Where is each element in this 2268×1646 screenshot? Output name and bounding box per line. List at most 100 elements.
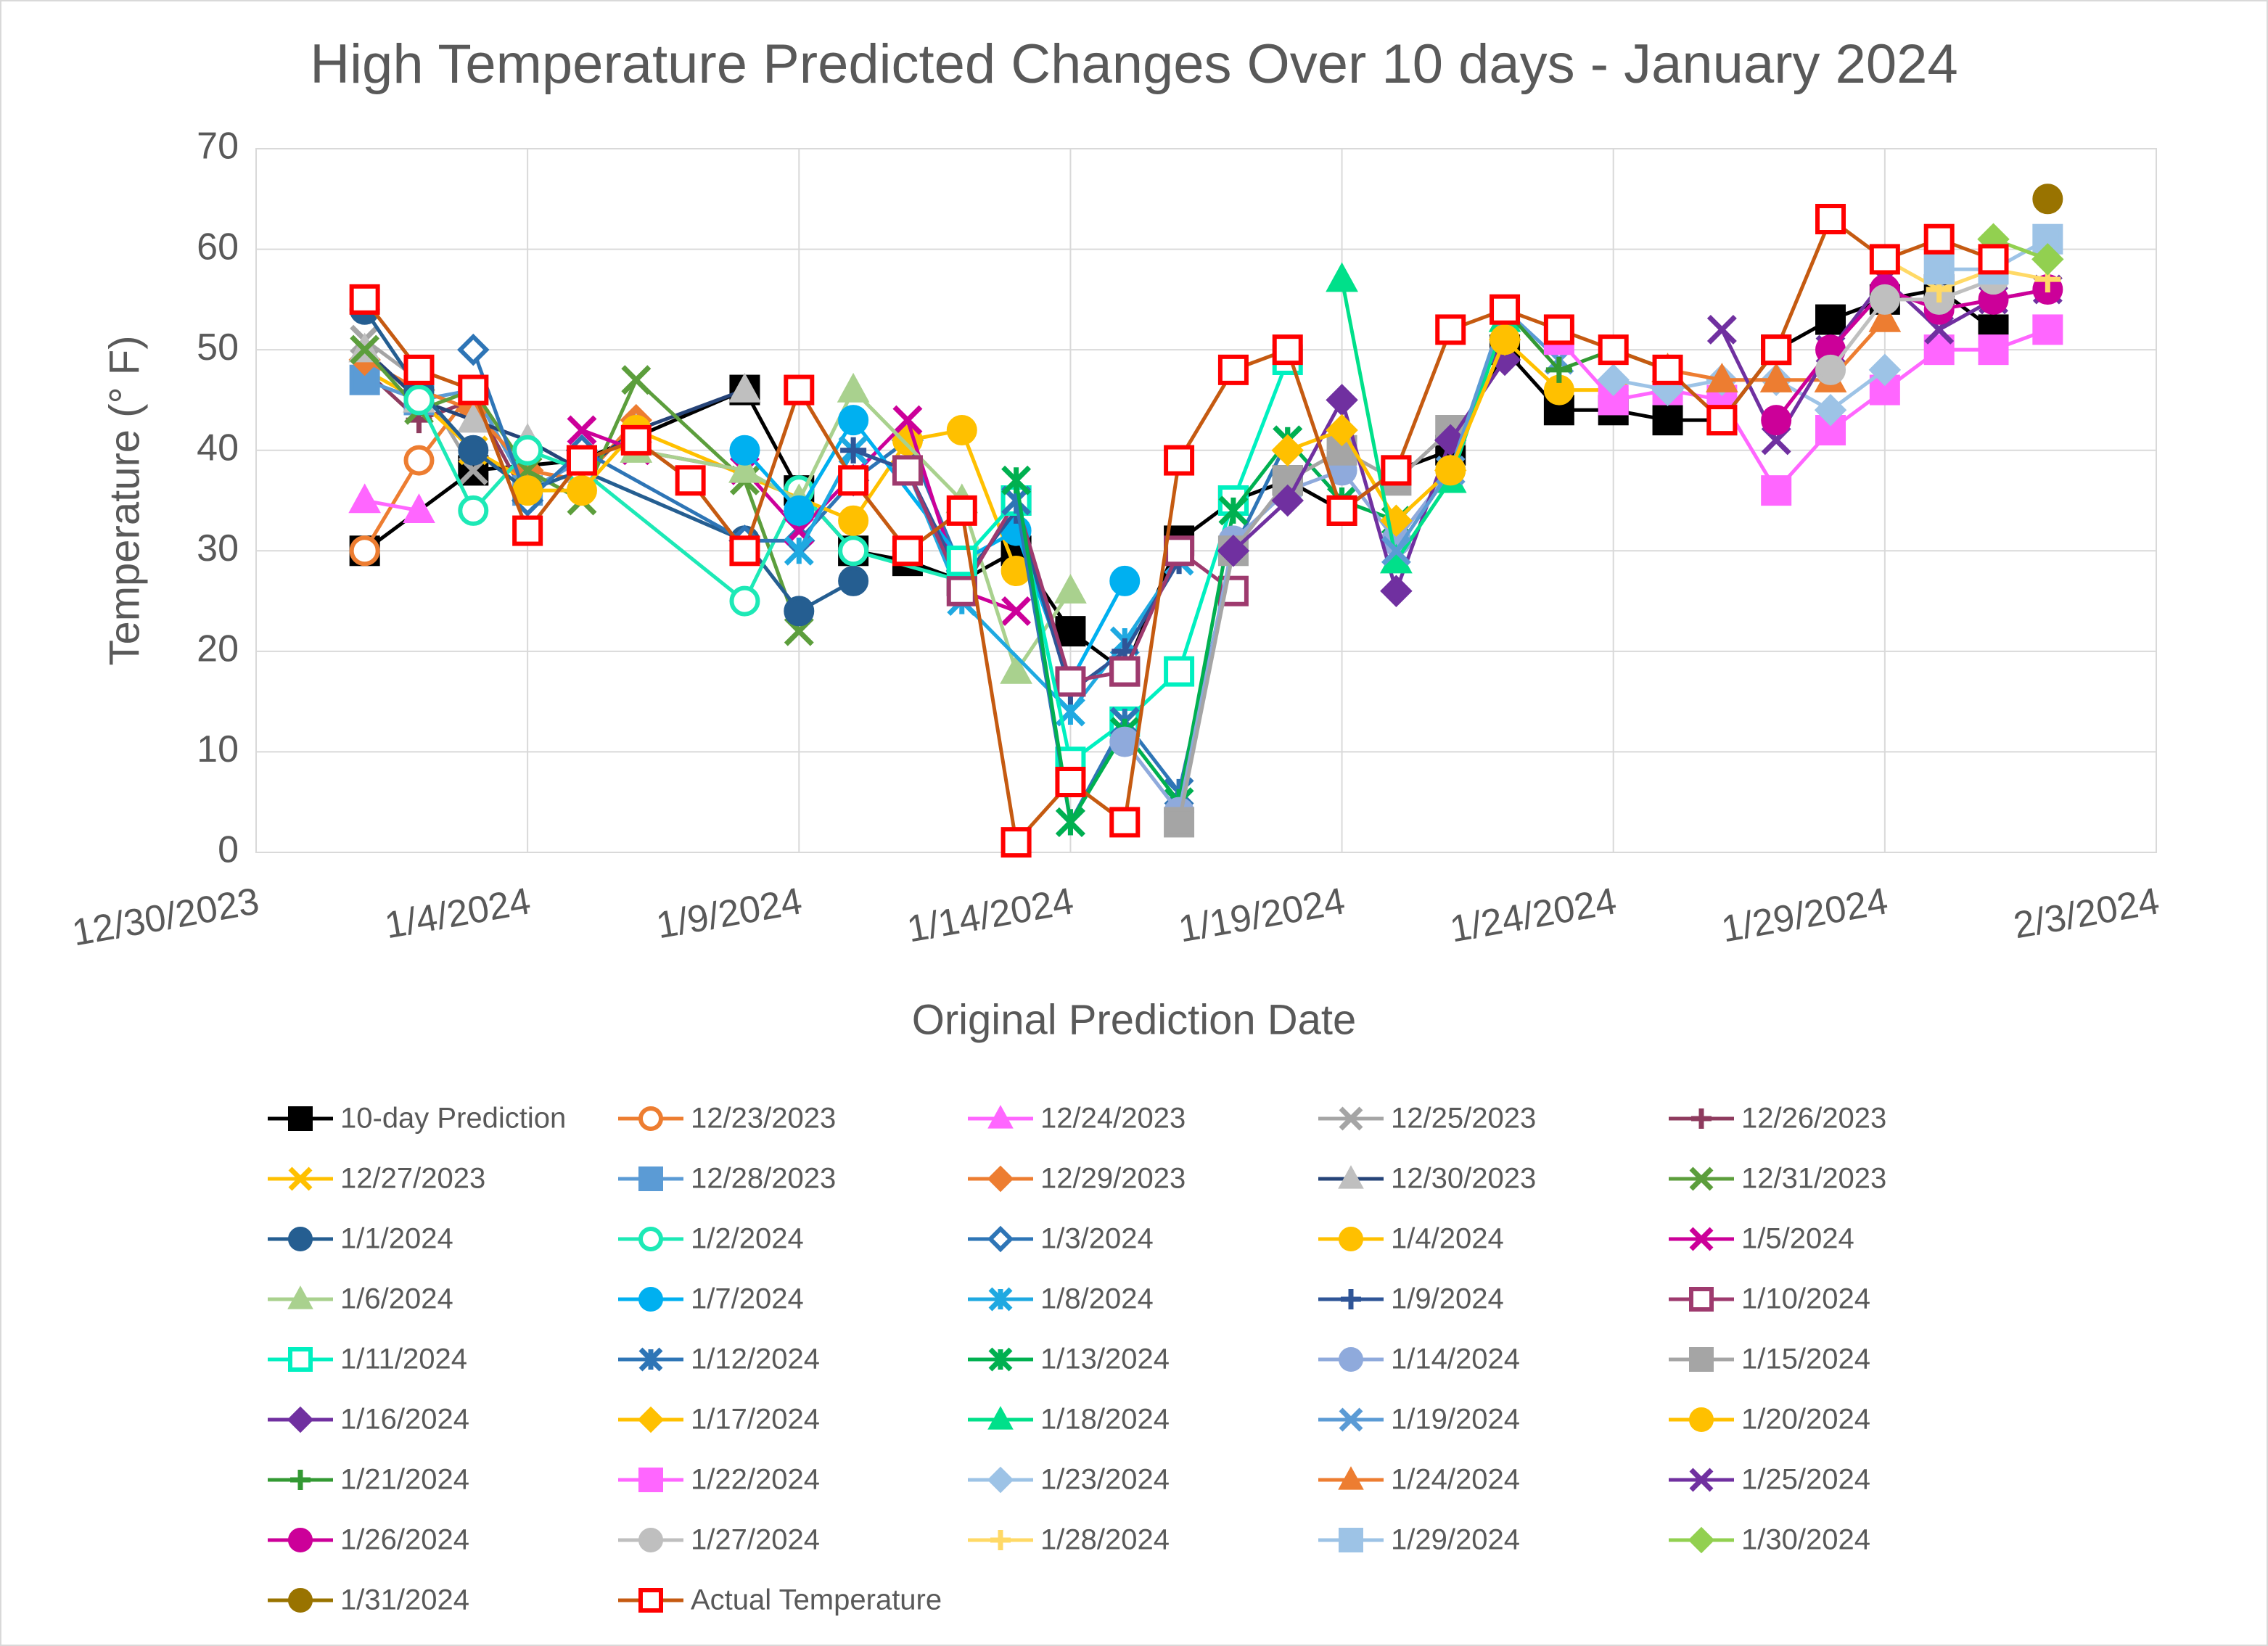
y-axis-title: Temperature (° F) xyxy=(101,335,148,665)
marker-shape xyxy=(287,1406,314,1433)
data-point xyxy=(621,365,652,395)
series-layer xyxy=(348,184,2064,858)
marker-shape xyxy=(288,1227,313,1251)
data-point xyxy=(620,424,652,456)
marker-shape xyxy=(1164,445,1195,476)
marker-shape xyxy=(1338,1466,1364,1490)
marker-shape xyxy=(1868,302,1902,332)
marker-shape xyxy=(1706,405,1738,436)
data-point xyxy=(838,535,869,567)
marker-shape xyxy=(638,1287,663,1312)
series-line xyxy=(1340,279,1507,563)
legend-label: 10-day Prediction xyxy=(340,1103,566,1135)
legend-label: 1/24/2024 xyxy=(1391,1464,1520,1496)
data-point xyxy=(1109,656,1141,687)
marker-shape xyxy=(1815,354,1846,385)
legend-label: 1/27/2024 xyxy=(691,1524,820,1556)
legend-marker xyxy=(1339,1106,1363,1131)
series-line xyxy=(1829,277,1994,371)
marker-shape xyxy=(1164,807,1195,838)
legend-label: 1/30/2024 xyxy=(1741,1524,1870,1556)
legend-label: 1/14/2024 xyxy=(1391,1343,1520,1375)
data-point xyxy=(784,374,815,406)
marker-shape xyxy=(1435,314,1466,345)
data-point xyxy=(1326,413,1358,447)
data-point xyxy=(403,354,435,385)
data-point xyxy=(458,374,489,406)
data-point xyxy=(1326,262,1358,292)
data-point xyxy=(1706,314,1737,345)
data-point xyxy=(403,493,435,524)
legend-label: 1/2/2024 xyxy=(691,1223,804,1255)
legend-marker xyxy=(1339,1347,1363,1372)
marker-shape xyxy=(838,465,869,496)
legend-label: 12/31/2023 xyxy=(1741,1163,1886,1195)
legend-label: 1/6/2024 xyxy=(340,1283,453,1315)
data-point xyxy=(729,535,760,567)
data-point xyxy=(457,333,490,366)
marker-shape xyxy=(1109,656,1141,687)
data-point xyxy=(1869,244,1900,275)
marker-shape xyxy=(403,445,435,476)
legend-marker xyxy=(1689,1468,1714,1492)
legend-label: 1/25/2024 xyxy=(1741,1464,1870,1496)
legend-marker xyxy=(288,1347,313,1372)
y-tick-label: 50 xyxy=(197,326,239,369)
legend-marker xyxy=(988,1287,1013,1312)
marker-shape xyxy=(1272,334,1303,366)
marker-shape xyxy=(838,405,869,436)
legend-label: 12/29/2023 xyxy=(1040,1163,1186,1195)
marker-shape xyxy=(1688,1526,1715,1554)
marker-shape xyxy=(1435,455,1466,486)
data-point xyxy=(1217,354,1249,385)
data-point xyxy=(675,465,706,496)
legend-marker xyxy=(637,1406,665,1433)
data-point xyxy=(1271,484,1304,517)
data-point xyxy=(1815,304,1846,335)
data-point xyxy=(1545,356,1572,383)
data-point xyxy=(567,415,597,445)
series-line xyxy=(1558,328,2049,493)
marker-shape xyxy=(1339,1227,1363,1251)
legend-marker xyxy=(987,1466,1014,1494)
legend: 10-day Prediction 12/23/2023 12/24/2023 12/… xyxy=(268,1103,1886,1616)
marker-shape xyxy=(458,435,489,466)
data-point xyxy=(350,334,380,365)
marker-shape xyxy=(1689,1347,1714,1372)
data-point xyxy=(1978,244,2009,275)
marker-shape xyxy=(1217,354,1249,385)
y-tick-label: 70 xyxy=(197,125,239,168)
marker-stroke xyxy=(1689,1227,1714,1251)
marker-shape xyxy=(728,372,761,403)
marker-shape xyxy=(987,1225,1014,1253)
series-line xyxy=(1232,358,1507,593)
series-line xyxy=(1883,258,2048,292)
marker-shape xyxy=(566,475,597,506)
marker-shape xyxy=(638,1468,663,1492)
legend-marker xyxy=(638,1347,663,1372)
legend-marker xyxy=(638,1227,663,1251)
legend-label: 1/11/2024 xyxy=(340,1343,467,1375)
marker-shape xyxy=(1326,262,1358,292)
data-point xyxy=(784,596,815,627)
legend-label: 12/27/2023 xyxy=(340,1163,485,1195)
legend-label: 1/29/2024 xyxy=(1391,1524,1520,1556)
legend-label: 1/26/2024 xyxy=(340,1524,469,1556)
chart-title: High Temperature Predicted Changes Over … xyxy=(310,33,1957,95)
data-point xyxy=(946,575,977,606)
data-point xyxy=(1490,324,1521,355)
legend-marker xyxy=(1689,1287,1714,1312)
legend-label: 1/1/2024 xyxy=(340,1223,453,1255)
marker-shape xyxy=(620,424,652,456)
marker-shape xyxy=(1326,384,1358,416)
marker-shape xyxy=(838,535,869,567)
data-point xyxy=(1759,363,1793,392)
marker-shape xyxy=(987,1105,1014,1129)
marker-shape xyxy=(638,1166,663,1191)
marker-shape xyxy=(837,372,870,403)
marker-shape xyxy=(1759,363,1793,392)
marker-shape xyxy=(287,1285,313,1309)
marker-stroke xyxy=(1001,596,1032,626)
data-point xyxy=(1000,654,1032,684)
marker-shape xyxy=(1689,1287,1714,1312)
